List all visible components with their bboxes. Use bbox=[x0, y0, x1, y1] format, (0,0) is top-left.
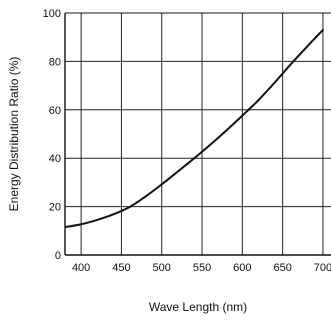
y-tick-label-100: 100 bbox=[43, 8, 61, 20]
grid bbox=[65, 12, 331, 256]
x-tick-label-550: 550 bbox=[193, 262, 211, 274]
y-tick-label-40: 40 bbox=[49, 153, 61, 165]
series-layer bbox=[65, 28, 324, 229]
y-tick-label-20: 20 bbox=[49, 202, 61, 214]
axes bbox=[64, 12, 331, 256]
x-tick-label-600: 600 bbox=[233, 262, 251, 274]
x-tick-label-700: 700 bbox=[314, 262, 331, 274]
y-axis-label: Energy Distribution Ratio (%) bbox=[7, 57, 21, 212]
x-tick-label-650: 650 bbox=[273, 262, 291, 274]
x-tick-label-450: 450 bbox=[112, 262, 130, 274]
tick-labels: 400 450 500 550 600 650 700 0 20 40 60 80 100 bbox=[43, 8, 331, 274]
series-line-0 bbox=[65, 28, 324, 229]
y-tick-label-60: 60 bbox=[49, 105, 61, 117]
x-tick-label-500: 500 bbox=[153, 262, 171, 274]
y-tick-label-0: 0 bbox=[55, 250, 61, 262]
y-tick-label-80: 80 bbox=[49, 56, 61, 68]
x-tick-label-400: 400 bbox=[72, 262, 90, 274]
x-axis-label: Wave Length (nm) bbox=[149, 300, 247, 314]
